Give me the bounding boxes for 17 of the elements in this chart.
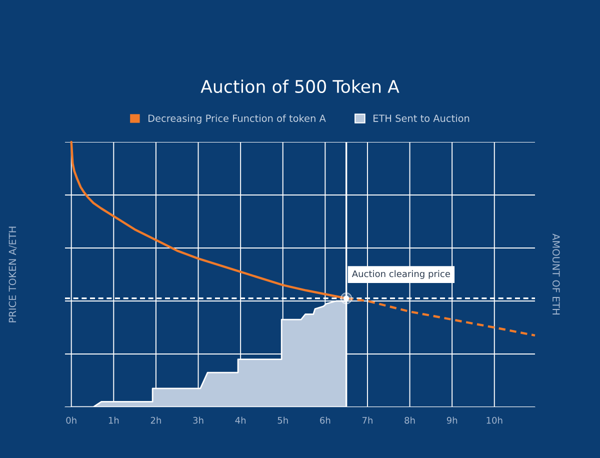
legend-label: Decreasing Price Function of token A — [148, 114, 326, 124]
x-tick-label: 9h — [446, 416, 458, 424]
x-tick-label: 8h — [404, 416, 415, 424]
x-tick-label: 4h — [235, 416, 246, 424]
x-tick-label: 2h — [150, 416, 161, 424]
x-tick-label: 7h — [362, 416, 372, 424]
y-axis-title: PRICE TOKEN A/ETH — [8, 226, 17, 322]
x-tick-label: 10h — [486, 416, 502, 424]
chart-title: Auction of 500 Token A — [200, 80, 400, 94]
x-tick-label: 6h — [320, 416, 330, 424]
y2-axis-title: AMOUNT OF ETH — [552, 234, 560, 314]
legend-label: ETH Sent to Auction — [374, 114, 470, 122]
x-tick-label: 3h — [193, 416, 204, 424]
x-tick-label: 1h — [108, 416, 119, 424]
annotation: Auction clearing price — [352, 270, 450, 279]
x-tick-label: 5h — [278, 416, 288, 424]
x-tick-label: 0h — [66, 416, 76, 424]
